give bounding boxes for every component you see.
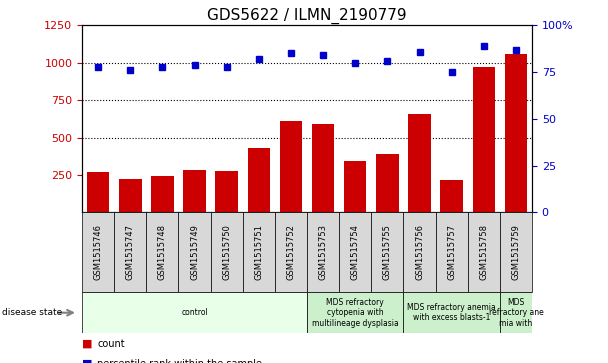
Bar: [147, 212, 179, 292]
Text: GSM1515751: GSM1515751: [254, 224, 263, 280]
Bar: [151, 176, 174, 212]
Bar: [500, 292, 532, 333]
Text: MDS refractory
cytopenia with
multilineage dysplasia: MDS refractory cytopenia with multilinea…: [312, 298, 399, 328]
Text: GSM1515747: GSM1515747: [126, 224, 135, 280]
Text: GSM1515758: GSM1515758: [479, 224, 488, 280]
Bar: [183, 171, 206, 212]
Text: MDS
refractory ane
mia with: MDS refractory ane mia with: [489, 298, 544, 328]
Bar: [408, 114, 430, 212]
Bar: [344, 161, 367, 212]
Text: GSM1515754: GSM1515754: [351, 224, 360, 280]
Text: GSM1515748: GSM1515748: [158, 224, 167, 280]
Bar: [404, 292, 500, 333]
Bar: [500, 212, 532, 292]
Text: GSM1515759: GSM1515759: [511, 224, 520, 280]
Text: GSM1515757: GSM1515757: [447, 224, 456, 280]
Bar: [82, 212, 114, 292]
Text: GSM1515746: GSM1515746: [94, 224, 103, 280]
Text: control: control: [181, 308, 208, 317]
Bar: [247, 148, 270, 212]
Text: count: count: [97, 339, 125, 349]
Bar: [87, 172, 109, 212]
Bar: [505, 54, 527, 212]
Bar: [404, 212, 435, 292]
Bar: [339, 212, 371, 292]
Text: GSM1515752: GSM1515752: [286, 224, 295, 280]
Bar: [468, 212, 500, 292]
Bar: [440, 180, 463, 212]
Text: GSM1515749: GSM1515749: [190, 224, 199, 280]
Bar: [312, 124, 334, 212]
Bar: [275, 212, 307, 292]
Text: GSM1515750: GSM1515750: [222, 224, 231, 280]
Title: GDS5622 / ILMN_2190779: GDS5622 / ILMN_2190779: [207, 8, 407, 24]
Text: disease state: disease state: [2, 308, 62, 317]
Bar: [179, 212, 210, 292]
Text: GSM1515753: GSM1515753: [319, 224, 328, 280]
Bar: [215, 171, 238, 212]
Bar: [280, 121, 302, 212]
Bar: [114, 212, 147, 292]
Text: MDS refractory anemia
with excess blasts-1: MDS refractory anemia with excess blasts…: [407, 303, 496, 322]
Text: ■: ■: [82, 339, 92, 349]
Text: GSM1515755: GSM1515755: [383, 224, 392, 280]
Bar: [243, 212, 275, 292]
Bar: [472, 66, 495, 212]
Bar: [371, 212, 404, 292]
Bar: [376, 154, 399, 212]
Bar: [307, 212, 339, 292]
Bar: [119, 179, 142, 212]
Bar: [435, 212, 468, 292]
Bar: [210, 212, 243, 292]
Bar: [82, 292, 307, 333]
Bar: [307, 292, 404, 333]
Text: GSM1515756: GSM1515756: [415, 224, 424, 280]
Text: percentile rank within the sample: percentile rank within the sample: [97, 359, 262, 363]
Text: ■: ■: [82, 359, 92, 363]
